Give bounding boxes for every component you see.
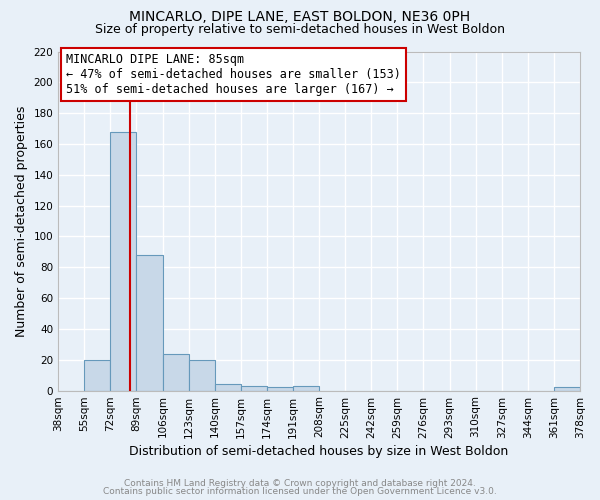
Bar xyxy=(163,354,188,391)
Bar xyxy=(293,386,319,390)
Y-axis label: Number of semi-detached properties: Number of semi-detached properties xyxy=(15,106,28,336)
Text: Contains HM Land Registry data © Crown copyright and database right 2024.: Contains HM Land Registry data © Crown c… xyxy=(124,478,476,488)
Bar xyxy=(84,360,110,390)
Bar xyxy=(110,132,136,390)
Bar xyxy=(554,388,580,390)
Bar xyxy=(215,384,241,390)
Text: Size of property relative to semi-detached houses in West Boldon: Size of property relative to semi-detach… xyxy=(95,22,505,36)
Text: MINCARLO DIPE LANE: 85sqm
← 47% of semi-detached houses are smaller (153)
51% of: MINCARLO DIPE LANE: 85sqm ← 47% of semi-… xyxy=(66,53,401,96)
X-axis label: Distribution of semi-detached houses by size in West Boldon: Distribution of semi-detached houses by … xyxy=(130,444,509,458)
Text: MINCARLO, DIPE LANE, EAST BOLDON, NE36 0PH: MINCARLO, DIPE LANE, EAST BOLDON, NE36 0… xyxy=(130,10,470,24)
Bar xyxy=(136,255,163,390)
Bar xyxy=(188,360,215,390)
Bar xyxy=(241,386,267,390)
Text: Contains public sector information licensed under the Open Government Licence v3: Contains public sector information licen… xyxy=(103,487,497,496)
Bar xyxy=(267,388,293,390)
